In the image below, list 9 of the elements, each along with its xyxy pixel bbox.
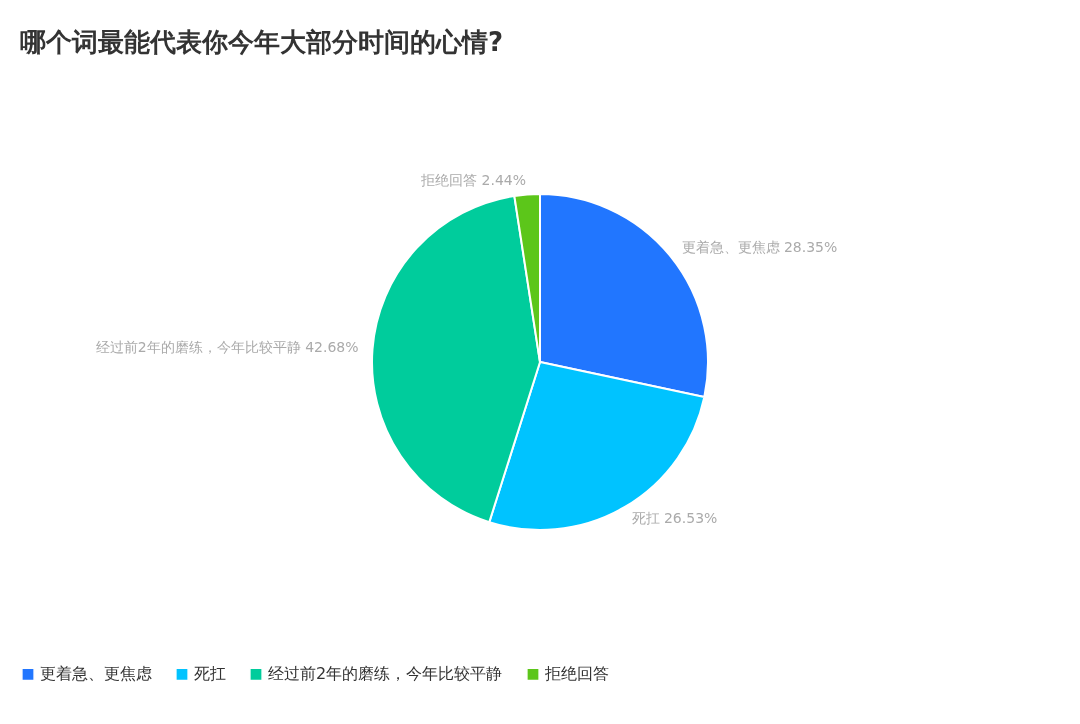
category-label: 更着急、更焦虑 28.35% <box>681 238 838 255</box>
category-label: 拒绝回答 2.44% <box>421 171 527 188</box>
legend-label: 经过前2年的磨练，今年比较平静 <box>268 664 503 684</box>
chart-title: 哪个词最能代表你今年大部分时间的心情? <box>20 27 504 57</box>
legend-label: 死扛 <box>194 664 226 684</box>
category-label: 死扛 26.53% <box>631 510 718 527</box>
category-label: 经过前2年的磨练，今年比较平静 42.68% <box>95 339 359 356</box>
legend-label: 更着急、更焦虑 <box>40 664 152 684</box>
legend-label: 拒绝回答 <box>544 664 609 684</box>
